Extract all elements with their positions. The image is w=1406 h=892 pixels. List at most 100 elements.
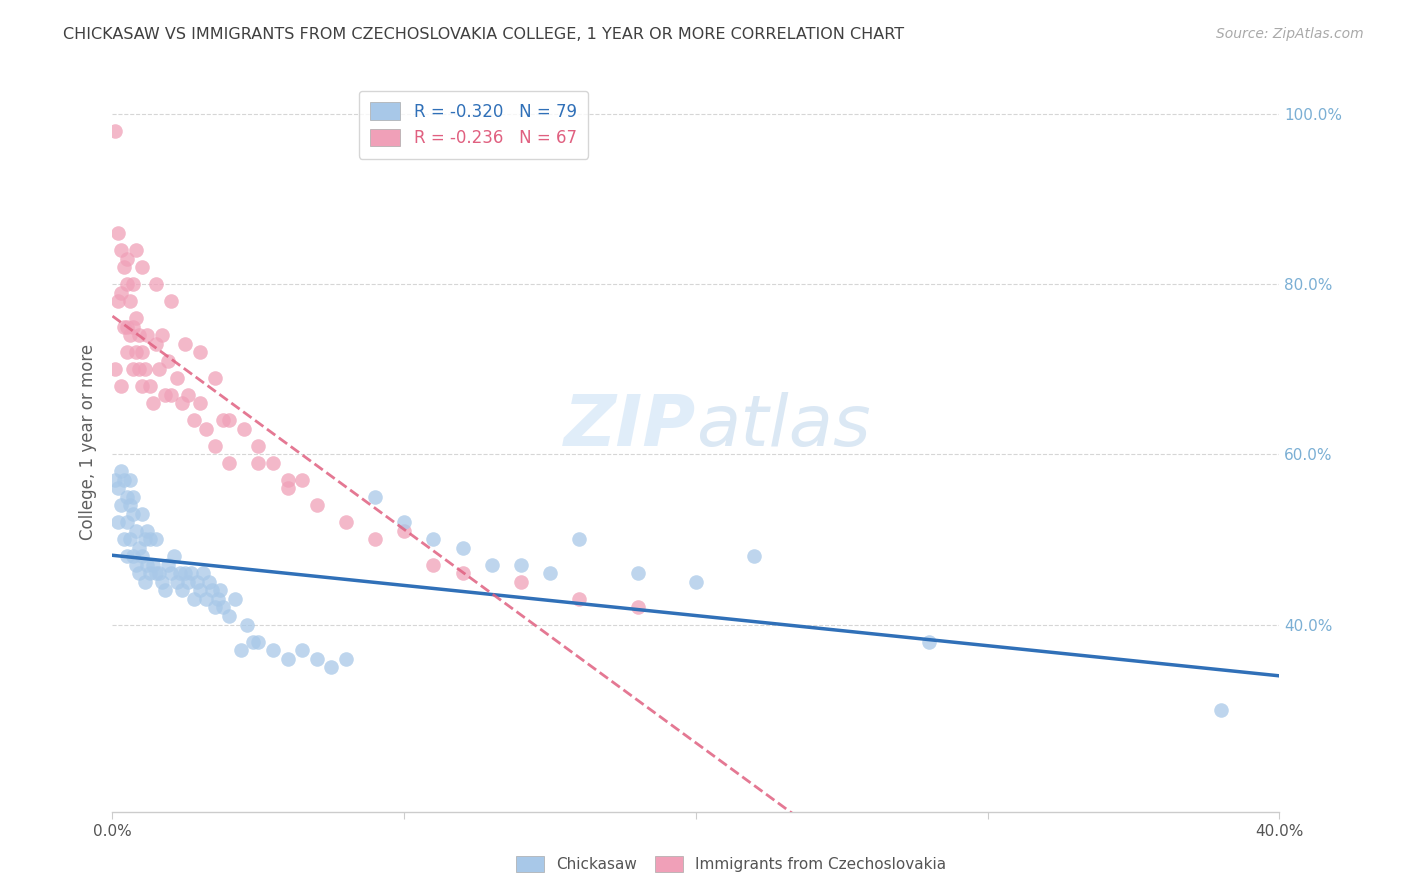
Point	[142, 558, 165, 572]
Point	[150, 328, 173, 343]
Point	[177, 388, 200, 402]
Point	[247, 634, 270, 648]
Point	[122, 319, 145, 334]
Point	[183, 413, 205, 427]
Point	[153, 583, 176, 598]
Point	[131, 345, 153, 359]
Point	[160, 388, 183, 402]
Point	[163, 549, 186, 564]
Point	[232, 422, 254, 436]
Point	[107, 516, 129, 530]
Point	[104, 362, 127, 376]
Point	[145, 277, 167, 292]
Point	[125, 524, 148, 538]
Point	[509, 558, 531, 572]
Text: CHICKASAW VS IMMIGRANTS FROM CZECHOSLOVAKIA COLLEGE, 1 YEAR OR MORE CORRELATION : CHICKASAW VS IMMIGRANTS FROM CZECHOSLOVA…	[63, 27, 904, 42]
Point	[128, 328, 150, 343]
Point	[148, 362, 170, 376]
Point	[136, 558, 159, 572]
Point	[169, 566, 191, 581]
Point	[139, 379, 162, 393]
Point	[112, 473, 135, 487]
Point	[107, 294, 129, 309]
Point	[131, 507, 153, 521]
Point	[145, 566, 167, 581]
Point	[115, 516, 138, 530]
Point	[110, 499, 132, 513]
Point	[194, 591, 217, 606]
Text: atlas: atlas	[696, 392, 870, 461]
Point	[364, 490, 387, 504]
Point	[174, 566, 197, 581]
Point	[125, 558, 148, 572]
Point	[291, 643, 314, 657]
Point	[166, 370, 188, 384]
Point	[224, 591, 246, 606]
Point	[538, 566, 561, 581]
Point	[128, 362, 150, 376]
Point	[104, 473, 127, 487]
Point	[104, 124, 127, 138]
Point	[247, 456, 270, 470]
Point	[742, 549, 765, 564]
Point	[627, 600, 650, 615]
Point	[128, 566, 150, 581]
Point	[212, 413, 235, 427]
Point	[1209, 703, 1232, 717]
Point	[188, 583, 211, 598]
Point	[194, 422, 217, 436]
Point	[115, 345, 138, 359]
Point	[131, 260, 153, 274]
Point	[118, 533, 141, 547]
Point	[235, 617, 257, 632]
Point	[627, 566, 650, 581]
Point	[262, 456, 284, 470]
Point	[204, 439, 226, 453]
Text: Source: ZipAtlas.com: Source: ZipAtlas.com	[1216, 27, 1364, 41]
Point	[451, 541, 474, 555]
Point	[107, 481, 129, 495]
Point	[422, 558, 444, 572]
Point	[136, 524, 159, 538]
Point	[145, 336, 167, 351]
Point	[242, 634, 264, 648]
Point	[207, 591, 229, 606]
Point	[172, 396, 194, 410]
Point	[125, 345, 148, 359]
Point	[136, 328, 159, 343]
Point	[188, 345, 211, 359]
Point	[115, 277, 138, 292]
Point	[197, 574, 219, 589]
Point	[186, 574, 208, 589]
Point	[156, 558, 179, 572]
Point	[139, 533, 162, 547]
Point	[122, 490, 145, 504]
Point	[451, 566, 474, 581]
Point	[107, 226, 129, 240]
Point	[305, 651, 328, 665]
Point	[134, 362, 156, 376]
Point	[118, 328, 141, 343]
Point	[394, 524, 416, 538]
Point	[321, 660, 343, 674]
Point	[918, 634, 941, 648]
Point	[122, 549, 145, 564]
Point	[180, 566, 202, 581]
Point	[218, 413, 240, 427]
Point	[122, 362, 145, 376]
Point	[134, 574, 156, 589]
Y-axis label: College, 1 year or more: College, 1 year or more	[79, 343, 97, 540]
Point	[276, 481, 298, 495]
Point	[509, 574, 531, 589]
Point	[110, 285, 132, 300]
Point	[394, 516, 416, 530]
Point	[188, 396, 211, 410]
Point	[148, 566, 170, 581]
Point	[568, 533, 591, 547]
Point	[112, 533, 135, 547]
Point	[218, 456, 240, 470]
Point	[110, 243, 132, 257]
Point	[150, 574, 173, 589]
Point	[160, 566, 183, 581]
Point	[218, 609, 240, 624]
